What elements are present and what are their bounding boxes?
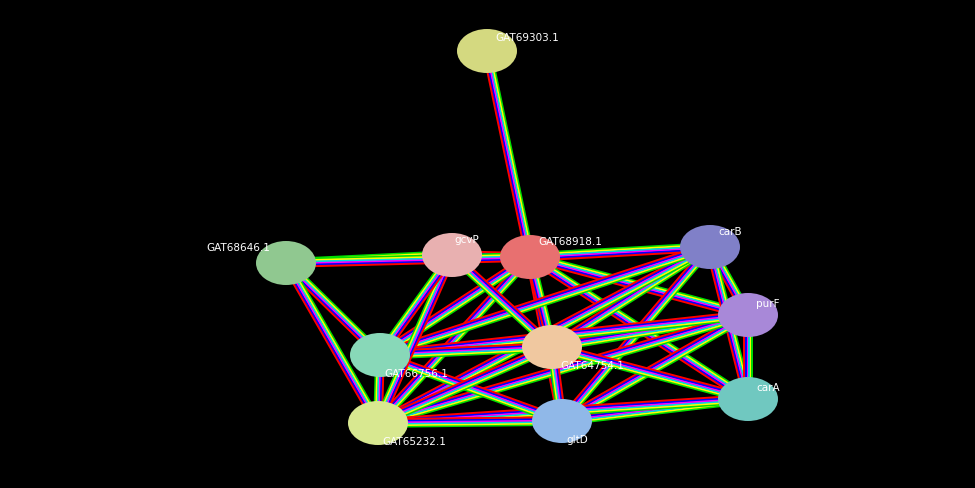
Ellipse shape: [532, 399, 592, 443]
Text: purF: purF: [756, 298, 779, 308]
Ellipse shape: [348, 401, 408, 445]
Text: GAT66756.1: GAT66756.1: [384, 368, 448, 378]
Ellipse shape: [422, 234, 482, 278]
Text: gltD: gltD: [566, 434, 588, 444]
Ellipse shape: [522, 325, 582, 369]
Ellipse shape: [256, 242, 316, 285]
Ellipse shape: [500, 236, 560, 280]
Ellipse shape: [350, 333, 410, 377]
Text: GAT65232.1: GAT65232.1: [382, 436, 446, 446]
Ellipse shape: [680, 225, 740, 269]
Text: GAT68918.1: GAT68918.1: [538, 237, 602, 246]
Text: gcvP: gcvP: [454, 235, 479, 244]
Text: carA: carA: [756, 382, 780, 392]
Text: GAT64754.1: GAT64754.1: [560, 360, 624, 370]
Text: carB: carB: [718, 226, 742, 237]
Ellipse shape: [457, 30, 517, 74]
Ellipse shape: [718, 293, 778, 337]
Ellipse shape: [718, 377, 778, 421]
Text: GAT69303.1: GAT69303.1: [495, 33, 559, 43]
Text: GAT68646.1: GAT68646.1: [206, 243, 270, 252]
